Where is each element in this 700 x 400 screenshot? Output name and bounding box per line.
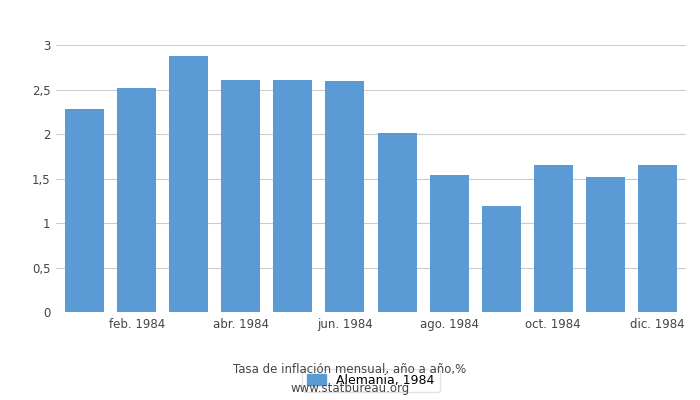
Bar [482, 206, 521, 312]
Legend: Alemania, 1984: Alemania, 1984 [302, 369, 440, 392]
Bar [65, 109, 104, 312]
Bar [326, 81, 365, 312]
Bar [430, 175, 468, 312]
Text: Tasa de inflación mensual, año a año,%: Tasa de inflación mensual, año a año,% [233, 364, 467, 376]
Bar [377, 133, 416, 312]
Bar [638, 165, 677, 312]
Bar [586, 177, 625, 312]
Bar [221, 80, 260, 312]
Bar [169, 56, 209, 312]
Bar [533, 165, 573, 312]
Text: www.statbureau.org: www.statbureau.org [290, 382, 410, 395]
Bar [117, 88, 156, 312]
Bar [274, 80, 312, 312]
